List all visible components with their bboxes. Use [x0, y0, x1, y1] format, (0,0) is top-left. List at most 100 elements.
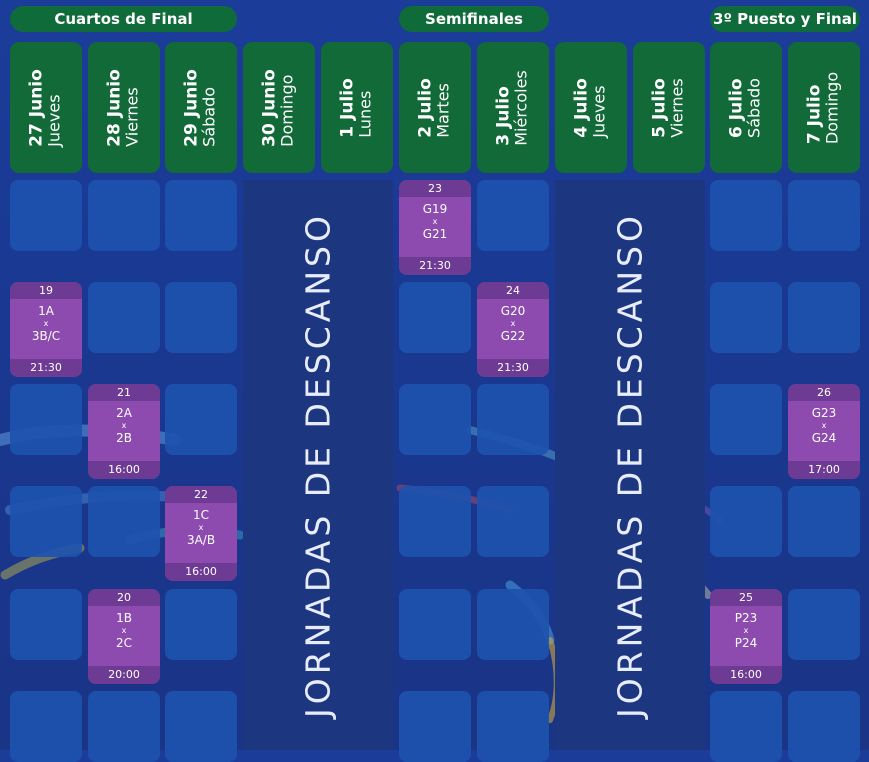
match-number: 24 — [477, 282, 549, 299]
match-number: 21 — [88, 384, 160, 401]
match-versus: x — [121, 626, 127, 635]
day-weekday: Sábado — [199, 86, 219, 147]
match-number: 26 — [788, 384, 860, 401]
schedule-slot — [788, 589, 860, 660]
day-header: 5 Julio Viernes — [633, 42, 705, 173]
match-versus: x — [743, 626, 749, 635]
match-team-1: G23 — [811, 406, 837, 420]
schedule-slot — [710, 691, 782, 762]
match-team-1: 2A — [116, 406, 132, 420]
match-team-1: 1A — [38, 304, 54, 318]
match-versus: x — [43, 319, 49, 328]
match-card: 25 P23 x P24 16:00 — [710, 589, 782, 684]
match-versus: x — [821, 421, 827, 430]
schedule-slot — [10, 691, 82, 762]
match-number: 23 — [399, 180, 471, 197]
match-time: 21:30 — [399, 257, 471, 275]
day-header: 2 Julio Martes — [399, 42, 471, 173]
schedule-slot — [710, 180, 782, 251]
schedule-slot — [165, 589, 237, 660]
match-card: 21 2A x 2B 16:00 — [88, 384, 160, 479]
day-header: 3 Julio Miércoles — [477, 42, 549, 173]
match-number: 19 — [10, 282, 82, 299]
day-header: 29 Junio Sábado — [165, 42, 237, 173]
match-versus: x — [432, 217, 438, 226]
rest-days-column: JORNADAS DE DESCANSO — [555, 180, 705, 750]
schedule-slot — [165, 691, 237, 762]
schedule-slot — [399, 486, 471, 557]
match-team-2: 3A/B — [186, 533, 216, 547]
day-weekday: Lunes — [355, 90, 375, 138]
schedule-slot — [88, 180, 160, 251]
phase-label-final: 3º Puesto y Final — [710, 6, 860, 32]
match-number: 20 — [88, 589, 160, 606]
schedule-slot — [477, 384, 549, 455]
match-card: 19 1A x 3B/C 21:30 — [10, 282, 82, 377]
schedule-slot — [165, 282, 237, 353]
schedule-slot — [88, 282, 160, 353]
match-time: 21:30 — [477, 359, 549, 377]
match-team-1: G19 — [422, 202, 448, 216]
rest-days-column: JORNADAS DE DESCANSO — [243, 180, 393, 750]
schedule-slot — [10, 384, 82, 455]
schedule-slot — [710, 486, 782, 557]
day-header: 7 Julio Domingo — [788, 42, 860, 173]
schedule-slot — [399, 282, 471, 353]
schedule-slot — [165, 180, 237, 251]
day-header: 30 Junio Domingo — [243, 42, 315, 173]
day-weekday: Viernes — [667, 77, 687, 138]
day-header: 6 Julio Sábado — [710, 42, 782, 173]
schedule-slot — [788, 282, 860, 353]
match-card: 23 G19 x G21 21:30 — [399, 180, 471, 275]
phase-label-quarterfinals: Cuartos de Final — [10, 6, 237, 32]
match-versus: x — [510, 319, 516, 328]
schedule-slot — [477, 180, 549, 251]
schedule-slot — [788, 691, 860, 762]
match-time: 16:00 — [710, 666, 782, 684]
schedule-slot — [399, 691, 471, 762]
schedule-slot — [399, 384, 471, 455]
match-time: 21:30 — [10, 359, 82, 377]
day-weekday: Sábado — [744, 77, 764, 138]
match-team-1: 1B — [116, 611, 132, 625]
schedule-slot — [399, 589, 471, 660]
match-number: 22 — [165, 486, 237, 503]
match-team-1: 1C — [192, 508, 209, 522]
match-time: 17:00 — [788, 461, 860, 479]
match-team-2: P24 — [734, 636, 758, 650]
day-weekday: Miércoles — [511, 69, 531, 146]
day-weekday: Jueves — [44, 93, 64, 147]
schedule-slot — [10, 180, 82, 251]
match-number: 25 — [710, 589, 782, 606]
rest-days-label: JORNADAS DE DESCANSO — [298, 212, 338, 718]
schedule-slot — [710, 384, 782, 455]
schedule-slot — [788, 180, 860, 251]
match-card: 22 1C x 3A/B 16:00 — [165, 486, 237, 581]
match-card: 20 1B x 2C 20:00 — [88, 589, 160, 684]
match-time: 16:00 — [165, 563, 237, 581]
schedule-slot — [88, 486, 160, 557]
schedule-slot — [710, 282, 782, 353]
schedule-slot — [477, 486, 549, 557]
schedule-slot — [88, 691, 160, 762]
day-weekday: Viernes — [122, 86, 142, 147]
match-team-1: P23 — [734, 611, 758, 625]
match-team-2: G24 — [811, 431, 837, 445]
schedule-slot — [10, 589, 82, 660]
day-header: 28 Junio Viernes — [88, 42, 160, 173]
schedule-slot — [477, 589, 549, 660]
phase-label-semifinals: Semifinales — [399, 6, 549, 32]
schedule-slot — [477, 691, 549, 762]
match-team-2: 3B/C — [31, 329, 61, 343]
match-time: 16:00 — [88, 461, 160, 479]
day-header: 4 Julio Jueves — [555, 42, 627, 173]
day-weekday: Jueves — [589, 84, 609, 138]
match-versus: x — [198, 523, 204, 532]
match-team-2: 2C — [115, 636, 132, 650]
match-team-1: G20 — [500, 304, 526, 318]
day-weekday: Domingo — [277, 74, 297, 147]
match-card: 24 G20 x G22 21:30 — [477, 282, 549, 377]
day-header: 1 Julio Lunes — [321, 42, 393, 173]
day-weekday: Martes — [433, 82, 453, 138]
schedule-slot — [165, 384, 237, 455]
